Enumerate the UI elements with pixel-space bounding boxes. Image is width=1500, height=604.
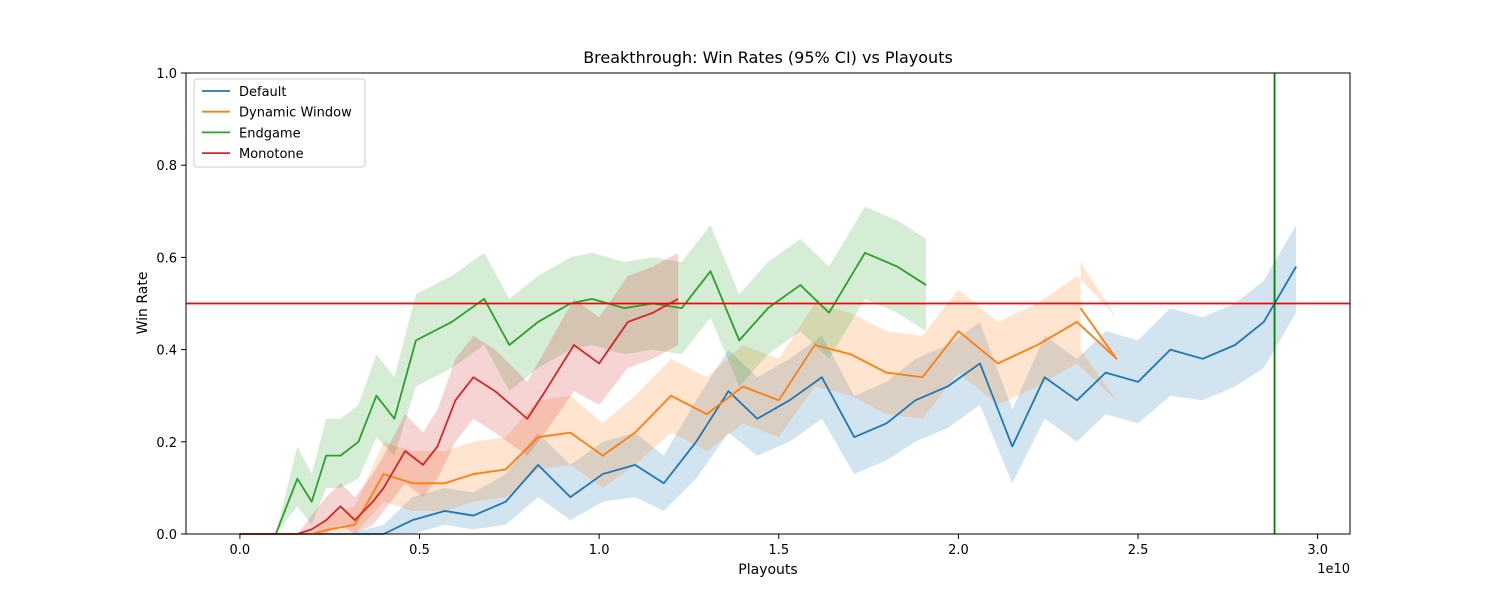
y-axis-label: Win Rate (135, 272, 151, 335)
y-tick-label: 0.8 (156, 159, 177, 174)
confidence-bands (239, 206, 1297, 535)
y-tick-label: 0.6 (156, 251, 177, 266)
plot-frame (185, 72, 1351, 535)
y-axis-ticks: 0.0 0.2 0.4 0.6 0.8 1.0 (156, 67, 186, 543)
x-tick-label: 0.5 (409, 543, 430, 558)
x-axis-ticks: 0.0 0.5 1.0 1.5 2.0 2.5 3.0 (230, 534, 1328, 558)
legend-label-default: Default (239, 85, 287, 100)
default-ci-band (239, 225, 1297, 534)
endgame-ci-band (239, 206, 927, 534)
dynamic-window-ci-band (239, 262, 1117, 534)
default-line (239, 266, 1297, 535)
reference-lines (186, 73, 1350, 534)
legend-box (193, 78, 366, 168)
x-tick-label: 0.0 (230, 543, 251, 558)
legend: Default Dynamic Window Endgame Monotone (193, 78, 366, 168)
legend-label-endgame: Endgame (239, 126, 301, 141)
monotone-line (239, 298, 679, 535)
endgame-line (239, 251, 927, 535)
chart-title: Breakthrough: Win Rates (95% CI) vs Play… (583, 48, 953, 67)
x-axis-label: Playouts (738, 562, 797, 578)
y-tick-label: 1.0 (156, 67, 177, 82)
x-tick-label: 2.0 (948, 543, 969, 558)
x-tick-label: 3.0 (1307, 543, 1328, 558)
series-lines (239, 251, 1297, 535)
legend-label-dynamic-window: Dynamic Window (239, 106, 352, 121)
legend-label-monotone: Monotone (239, 147, 304, 162)
y-tick-label: 0.2 (156, 436, 177, 451)
dynamic-window-line (239, 307, 1118, 535)
y-tick-label: 0.0 (156, 528, 177, 543)
x-axis-offset-label: 1e10 (1317, 562, 1350, 577)
x-tick-label: 1.5 (768, 543, 789, 558)
monotone-ci-band (239, 252, 679, 535)
x-tick-label: 2.5 (1128, 543, 1149, 558)
y-tick-label: 0.4 (156, 344, 177, 359)
x-tick-label: 1.0 (589, 543, 610, 558)
